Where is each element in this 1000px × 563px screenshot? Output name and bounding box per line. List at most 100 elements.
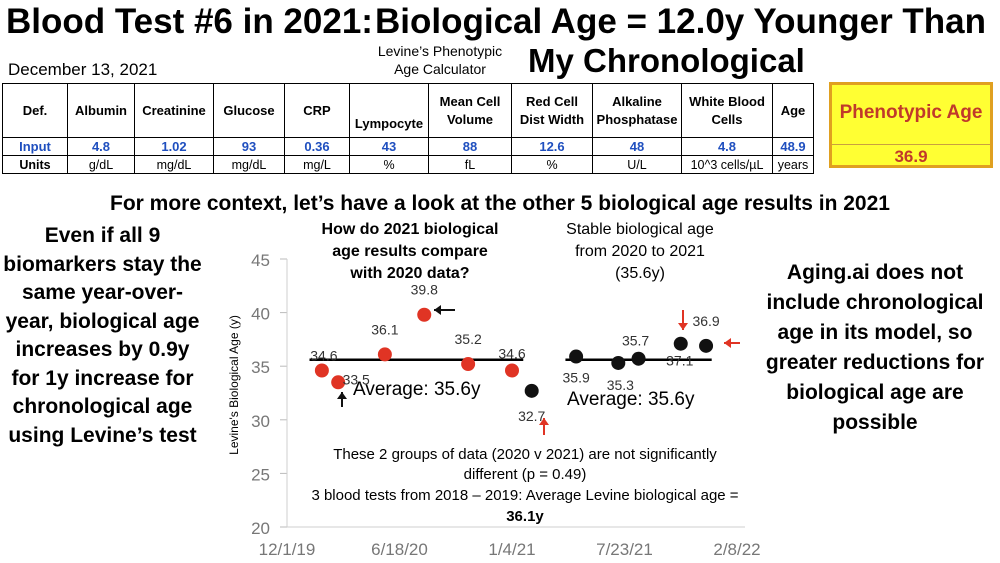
unit-cell: 10^3 cells/µL: [681, 155, 773, 174]
data-point-2021: [569, 349, 584, 364]
data-label-2020: 39.8: [411, 282, 438, 298]
phenotypic-age-value: 36.9: [894, 147, 928, 166]
arrow-high-2020-icon: [434, 305, 455, 315]
data-label-2020: 35.2: [455, 331, 482, 347]
x-tick-label: 7/23/21: [596, 540, 653, 559]
data-point-2020: [505, 363, 519, 378]
data-label-2020: 36.1: [371, 321, 398, 337]
x-tick-label: 6/18/20: [371, 540, 428, 559]
table-input-row: Input 4.8 1.02 93 0.36 43 88 12.6 48 4.8…: [2, 137, 814, 156]
data-point-2020: [331, 375, 346, 390]
data-point-2021: [524, 383, 539, 398]
arrow-latest-down-icon: [678, 310, 688, 330]
header-cell-rdw: Red Cell Dist Width: [511, 83, 593, 138]
left-note: Even if all 9 biomarkers stay the same y…: [3, 224, 202, 447]
data-point-labels: 34.6 33.5 36.1 39.8 35.2 34.6 32.7 35.9 35.3 35.7…: [310, 282, 720, 424]
data-point-2021: [699, 338, 714, 353]
unit-cell: g/dL: [67, 155, 135, 174]
unit-cell: years: [772, 155, 814, 174]
data-label-2020: 34.6: [498, 345, 525, 361]
header-cell-glucose: Glucose: [213, 83, 285, 138]
data-label-2020: 33.5: [343, 371, 370, 387]
unit-cell: U/L: [592, 155, 682, 174]
y-tick-label: 45: [251, 251, 270, 270]
header-text: Glucose: [223, 102, 275, 118]
data-label-2021: 35.7: [622, 333, 649, 349]
calculator-label: Levine’s Phenotypic Age Calculator: [360, 42, 520, 78]
header-text: Lympocyte: [354, 116, 424, 131]
x-axis-ticks: 12/1/19 6/18/20 1/4/21 7/23/21 2/8/22: [259, 526, 761, 559]
annotation-question: How do 2021 biological age results compar…: [322, 221, 499, 282]
y-tick-label: 35: [251, 358, 270, 377]
header-text: White Blood: [689, 93, 765, 109]
y-tick-label: 25: [251, 465, 270, 484]
y-tick-label: 20: [251, 519, 270, 538]
input-cell: 1.02: [134, 137, 214, 156]
data-point-2020: [377, 347, 392, 362]
annotation-earlier-average: 36.1y: [506, 508, 544, 525]
header-text: Age: [780, 102, 806, 118]
data-label-2021: 32.7: [518, 408, 545, 424]
highlight-arrows: [337, 305, 740, 435]
calculator-label-line2: Age Calculator: [394, 61, 486, 77]
data-point-2021: [611, 355, 626, 370]
phenotypic-age-divider: [832, 144, 990, 145]
header-text: Albumin: [75, 102, 127, 118]
phenotypic-age-box: [829, 82, 993, 168]
header-text: Alkaline: [612, 93, 662, 109]
data-label-2021: 35.9: [563, 370, 590, 386]
header-text: Volume: [447, 111, 493, 127]
arrow-low-2021-icon: [539, 418, 549, 435]
page-title-left: Blood Test #6 in 2021:: [6, 2, 373, 41]
data-label-2020: 34.6: [310, 347, 337, 363]
annotation-earlier-tests: 3 blood tests from 2018 – 2019: Average …: [311, 487, 738, 504]
y-axis-ticks: 20 25 30 35 40 45: [251, 251, 288, 538]
data-points: [314, 307, 714, 398]
average-label-2020: Average: 35.6y: [353, 379, 481, 400]
header-text: Dist Width: [519, 111, 585, 127]
data-point-2021: [673, 336, 688, 351]
data-point-2021: [631, 351, 646, 366]
chart-annotations: How do 2021 biological age results compar…: [311, 221, 738, 525]
header-text: Cells: [711, 111, 743, 127]
header-cell-creatinine: Creatinine: [134, 83, 214, 138]
unit-cell: %: [511, 155, 593, 174]
biomarker-table: Def. Albumin Creatinine Glucose CRP Lymp…: [2, 83, 814, 174]
unit-cell: %: [349, 155, 429, 174]
annotation-stable: Stable biological age from 2020 to 2021 (3…: [566, 221, 714, 282]
table-header-row: Def. Albumin Creatinine Glucose CRP Lymp…: [2, 83, 814, 138]
x-tick-label: 12/1/19: [259, 540, 316, 559]
header-cell-wbc: White Blood Cells: [681, 83, 773, 138]
y-axis-label: Levine's Biological Age (y): [227, 315, 241, 455]
right-note: Aging.ai does not include chronological …: [765, 261, 985, 434]
test-date: December 13, 2021: [8, 60, 158, 79]
header-cell-age: Age: [772, 83, 814, 138]
input-cell: 88: [428, 137, 512, 156]
data-point-2020: [417, 307, 432, 322]
data-point-2020: [314, 363, 329, 378]
data-label-2021: 36.9: [692, 313, 719, 329]
page-subtitle: My Chronological: [528, 42, 805, 79]
data-point-2020: [461, 357, 476, 372]
input-cell: 48.9: [772, 137, 814, 156]
header-cell-alp: Alkaline Phosphatase: [592, 83, 682, 138]
data-label-2021: 37.1: [666, 353, 693, 369]
header-cell-albumin: Albumin: [67, 83, 135, 138]
header-text: CRP: [303, 102, 331, 118]
average-label-2021: Average: 35.6y: [567, 389, 695, 410]
header-text: Phosphatase: [596, 111, 678, 127]
x-tick-label: 1/4/21: [488, 540, 535, 559]
calculator-label-line1: Levine’s Phenotypic: [377, 43, 503, 59]
context-heading: For more context, let’s have a look at t…: [110, 192, 890, 215]
page-title-right: Biological Age = 12.0y Younger Than: [375, 2, 987, 41]
unit-cell: mg/L: [284, 155, 350, 174]
table-units-row: Units g/dL mg/dL mg/dL mg/L % fL % U/L 1…: [2, 155, 814, 174]
y-tick-label: 40: [251, 305, 270, 324]
annotation-significance: These 2 groups of data (2020 v 2021) are…: [333, 446, 717, 483]
header-text: Creatinine: [142, 102, 206, 118]
arrow-latest-left-icon: [724, 338, 740, 348]
average-lines: Average: 35.6y Average: 35.6y: [309, 358, 712, 410]
header-text: Def.: [22, 102, 48, 118]
header-text: Mean Cell: [439, 93, 501, 109]
